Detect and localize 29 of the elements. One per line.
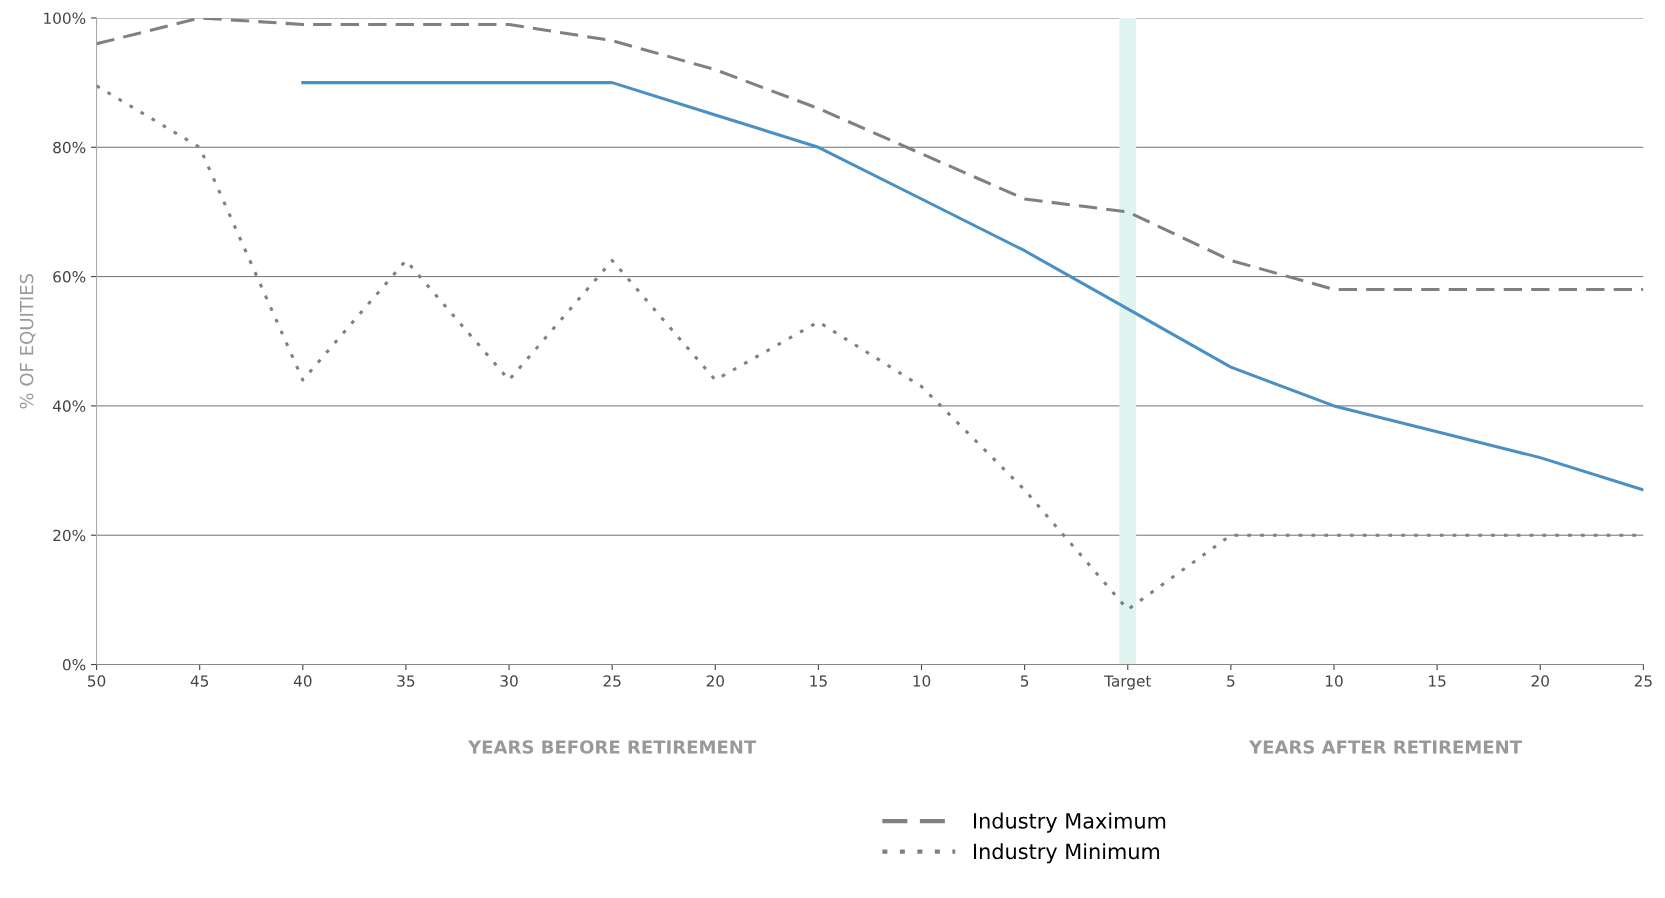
x-tick-label: 10 xyxy=(913,675,931,687)
x-tick-label: 10 xyxy=(1325,675,1343,687)
x-tick-label: 15 xyxy=(1429,675,1446,687)
x-tick-label: Target xyxy=(1104,675,1152,690)
y-axis-title: % OF EQUITIES xyxy=(19,273,36,409)
text: YEARS BEFORE RETIREMENT xyxy=(467,740,757,754)
y-tick-label: 40% xyxy=(52,400,86,412)
y-tick-label: 100% xyxy=(44,12,86,24)
line-series xyxy=(96,17,1644,292)
y-tick-label: 20% xyxy=(53,529,86,542)
x-tick-label: 20 xyxy=(706,675,724,687)
y-tick-label: 80% xyxy=(53,141,86,154)
x-tick-label: 20 xyxy=(1531,675,1549,687)
y-tick-label: 0% xyxy=(62,658,86,671)
line-series xyxy=(301,81,1644,492)
y-tick-label: 60% xyxy=(53,271,86,283)
legend-label: Industry Maximum xyxy=(973,812,1166,833)
x-tick-label: 45 xyxy=(190,675,209,687)
x-tick-label: 15 xyxy=(810,675,827,687)
x-tick-label: 25 xyxy=(603,675,621,687)
x-tick-label: 30 xyxy=(500,675,518,687)
x-tick-label: 50 xyxy=(88,675,106,687)
x-tick-label: 5 xyxy=(1227,675,1235,687)
x-tick-label: 5 xyxy=(1020,675,1029,687)
x-tick-label: 40 xyxy=(293,675,312,687)
x-tick-label: 25 xyxy=(1634,675,1652,687)
text: YEARS AFTER RETIREMENT xyxy=(1248,740,1522,754)
x-tick-label: 35 xyxy=(397,675,415,687)
legend-label: Industry Minimum xyxy=(973,843,1160,864)
